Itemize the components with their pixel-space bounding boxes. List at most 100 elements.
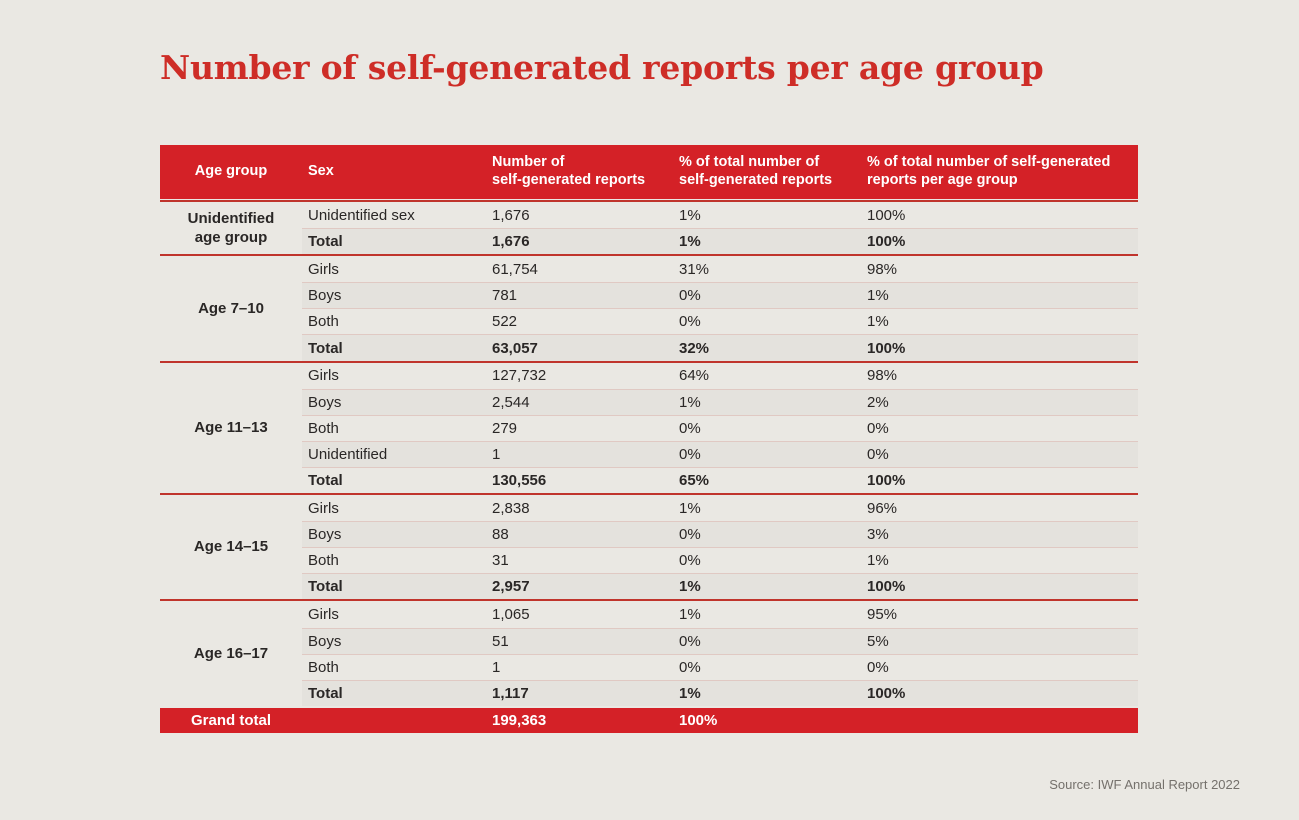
age-group-label: Age 14–15 — [193, 538, 269, 556]
cell-number-of-reports: 522 — [492, 313, 518, 331]
cell-pct-per-age-group: 2% — [867, 393, 889, 411]
cell-pct-of-total: 0% — [679, 632, 701, 650]
age-group-label: Age 7–10 — [198, 299, 264, 317]
cell-pct-of-total: 64% — [679, 367, 710, 385]
cell-number-of-reports: 1 — [492, 445, 501, 463]
age-group-section: Age 7–10 Girls 61,754 31% 98% Boys 781 0% 1% Both… — [160, 254, 1138, 360]
table-row: Unidentified 1 0% 0% — [302, 440, 1138, 467]
cell-sex: Total — [308, 578, 343, 596]
cell-number-of-reports: 61,754 — [492, 260, 538, 278]
cell-sex: Total — [308, 233, 343, 251]
cell-sex: Total — [308, 339, 343, 357]
cell-number-of-reports: 1,676 — [492, 206, 530, 224]
column-header-age-group: Age group — [194, 163, 268, 180]
cell-number-of-reports: 279 — [492, 419, 518, 437]
cell-number-of-reports: 2,838 — [492, 499, 530, 517]
cell-pct-per-age-group: 100% — [867, 578, 906, 596]
cell-pct-of-total: 1% — [679, 605, 701, 623]
table-row: Both 279 0% 0% — [302, 414, 1138, 441]
cell-number-of-reports: 2,544 — [492, 393, 530, 411]
cell-pct-per-age-group: 100% — [867, 471, 906, 489]
column-header-sex: Sex — [308, 163, 334, 180]
cell-sex: Both — [308, 552, 339, 570]
column-header-number-of-reports: Number of self-generated reports — [492, 154, 646, 188]
cell-number-of-reports: 1,065 — [492, 605, 530, 623]
cell-pct-of-total: 32% — [679, 339, 710, 357]
cell-number-of-reports: 1,676 — [492, 233, 530, 251]
table-row: Both 31 0% 1% — [302, 547, 1138, 573]
cell-number-of-reports: 2,957 — [492, 578, 530, 596]
cell-pct-of-total: 1% — [679, 684, 701, 702]
age-group-section: Age 14–15 Girls 2,838 1% 96% Boys 88 0% 3% Both 31… — [160, 493, 1138, 599]
cell-number-of-reports: 63,057 — [492, 339, 538, 357]
grand-total-number: 199,363 — [492, 711, 547, 729]
grand-total-label: Grand total — [190, 711, 271, 729]
page-title: Number of self-generated reports per age… — [160, 48, 1044, 87]
column-header-pct-per-age-group: % of total number of self-generated repo… — [867, 154, 1111, 188]
cell-pct-of-total: 0% — [679, 552, 701, 570]
cell-number-of-reports: 51 — [492, 632, 509, 650]
cell-number-of-reports: 1 — [492, 658, 501, 676]
cell-pct-per-age-group: 1% — [867, 313, 889, 331]
cell-sex: Girls — [308, 605, 339, 623]
total-row: Total 63,057 32% 100% — [302, 334, 1138, 360]
cell-sex: Boys — [308, 287, 342, 305]
cell-sex: Boys — [308, 632, 342, 650]
cell-pct-per-age-group: 1% — [867, 287, 889, 305]
table-row: Unidentified sex 1,676 1% 100% — [302, 202, 1138, 228]
cell-pct-of-total: 31% — [679, 260, 710, 278]
total-row: Total 1,117 1% 100% — [302, 679, 1138, 706]
age-group-rows: Unidentified sex 1,676 1% 100% Total 1,676 1% 1… — [302, 202, 1138, 254]
cell-sex: Both — [308, 419, 339, 437]
cell-pct-of-total: 1% — [679, 499, 701, 517]
table-row: Both 522 0% 1% — [302, 308, 1138, 334]
cell-number-of-reports: 127,732 — [492, 367, 547, 385]
table-row: Both 1 0% 0% — [302, 653, 1138, 680]
age-group-rows: Girls 2,838 1% 96% Boys 88 0% 3% Both 31 0% 1% Total… — [302, 495, 1138, 599]
cell-sex: Both — [308, 658, 339, 676]
cell-pct-of-total: 0% — [679, 658, 701, 676]
table-body: Unidentified age group Unidentified sex 1,… — [160, 200, 1138, 706]
cell-pct-per-age-group: 1% — [867, 552, 889, 570]
cell-sex: Total — [308, 471, 343, 489]
age-group-rows: Girls 127,732 64% 98% Boys 2,544 1% 2% Both 279 0%… — [302, 363, 1138, 493]
cell-pct-per-age-group: 3% — [867, 526, 889, 544]
table-row: Girls 61,754 31% 98% — [302, 256, 1138, 282]
cell-sex: Unidentified — [308, 445, 388, 463]
cell-pct-per-age-group: 100% — [867, 339, 906, 357]
table-row: Girls 127,732 64% 98% — [302, 363, 1138, 389]
table-row: Boys 51 0% 5% — [302, 627, 1138, 654]
source-caption: Source: IWF Annual Report 2022 — [1049, 777, 1240, 792]
age-group-rows: Girls 1,065 1% 95% Boys 51 0% 5% Both 1 0% 0% Total 1… — [302, 601, 1138, 705]
cell-pct-of-total: 0% — [679, 419, 701, 437]
age-group-label: Age 11–13 — [194, 419, 268, 437]
age-group-label: Age 16–17 — [193, 644, 269, 662]
cell-pct-of-total: 1% — [679, 393, 701, 411]
cell-pct-per-age-group: 98% — [867, 260, 898, 278]
cell-sex: Girls — [308, 367, 339, 385]
age-group-label: Unidentified age group — [187, 209, 275, 247]
reports-per-age-group-table: Age group Sex Number of self-generated r… — [160, 145, 1138, 733]
age-group-section: Unidentified age group Unidentified sex 1,… — [160, 200, 1138, 254]
cell-sex: Boys — [308, 526, 342, 544]
cell-pct-per-age-group: 5% — [867, 632, 889, 650]
table-row: Girls 2,838 1% 96% — [302, 495, 1138, 521]
cell-pct-of-total: 0% — [679, 445, 701, 463]
age-group-rows: Girls 61,754 31% 98% Boys 781 0% 1% Both 522 0% 1% T… — [302, 256, 1138, 360]
total-row: Total 130,556 65% 100% — [302, 466, 1138, 493]
grand-total-pct-of-total: 100% — [679, 711, 718, 729]
table-row: Boys 88 0% 3% — [302, 521, 1138, 547]
cell-pct-of-total: 0% — [679, 313, 701, 331]
total-row: Total 2,957 1% 100% — [302, 573, 1138, 599]
cell-pct-of-total: 1% — [679, 206, 701, 224]
cell-number-of-reports: 31 — [492, 552, 509, 570]
cell-sex: Total — [308, 684, 343, 702]
cell-pct-per-age-group: 100% — [867, 206, 906, 224]
cell-sex: Boys — [308, 393, 342, 411]
cell-pct-of-total: 1% — [679, 578, 701, 596]
table-row: Girls 1,065 1% 95% — [302, 601, 1138, 627]
total-row: Total 1,676 1% 100% — [302, 228, 1138, 254]
grand-total-row: Grand total 199,363 100% — [160, 707, 1138, 733]
cell-pct-per-age-group: 0% — [867, 658, 889, 676]
